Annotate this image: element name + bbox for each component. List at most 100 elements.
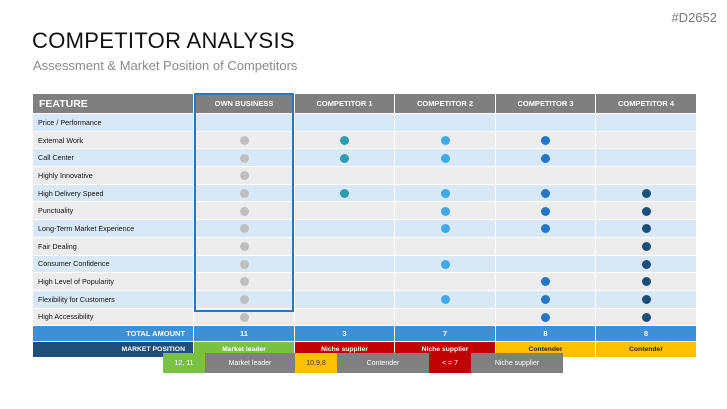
rating-cell xyxy=(294,113,395,132)
feature-label: High Level of Popularity xyxy=(32,272,194,291)
feature-label: Call Center xyxy=(32,148,194,168)
rating-dot-icon xyxy=(641,188,651,198)
rating-cell xyxy=(193,148,295,168)
market-position-label: MARKET POSITION xyxy=(32,341,194,359)
page-title: COMPETITOR ANALYSIS xyxy=(32,28,295,53)
rating-cell xyxy=(495,272,596,291)
rating-cell xyxy=(495,166,596,185)
rating-dot-icon xyxy=(239,153,249,163)
rating-cell xyxy=(294,166,395,185)
rating-cell xyxy=(495,219,596,238)
total-competitor-4: 8 xyxy=(595,325,697,343)
slide-id: #D2652 xyxy=(671,10,717,25)
rating-cell xyxy=(495,254,596,274)
header-competitor-1: COMPETITOR 1 xyxy=(294,93,395,114)
header-own-business: OWN BUSINESS xyxy=(193,93,295,114)
rating-cell xyxy=(394,289,496,309)
rating-dot-icon xyxy=(641,241,651,251)
rating-cell xyxy=(495,148,596,168)
total-competitor-3: 8 xyxy=(495,325,596,343)
rating-cell xyxy=(595,289,697,309)
rating-cell xyxy=(294,289,395,309)
rating-cell xyxy=(193,289,295,309)
feature-label: Flexibility for Customers xyxy=(32,289,194,309)
rating-cell xyxy=(294,307,395,327)
rating-dot-icon xyxy=(641,224,651,234)
rating-cell xyxy=(595,201,697,221)
page-subtitle: Assessment & Market Position of Competit… xyxy=(33,58,298,73)
rating-cell xyxy=(595,307,697,327)
rating-cell xyxy=(193,201,295,221)
legend: 12, 11 Market leader 10,9,8 Contender < … xyxy=(163,353,563,373)
header-competitor-3: COMPETITOR 3 xyxy=(495,93,596,114)
rating-cell xyxy=(193,219,295,238)
rating-dot-icon xyxy=(239,295,249,305)
feature-label: Highly Innovative xyxy=(32,166,194,185)
total-row: TOTAL AMOUNT 11 3 7 8 8 xyxy=(32,325,697,343)
rating-dot-icon xyxy=(541,188,550,198)
rating-dot-icon xyxy=(440,206,450,216)
rating-dot-icon xyxy=(541,312,550,322)
rating-cell xyxy=(495,307,596,327)
rating-cell xyxy=(193,236,295,256)
rating-dot-icon xyxy=(239,277,249,287)
feature-label: Long-Term Market Experience xyxy=(32,219,194,238)
rating-cell xyxy=(394,130,496,150)
rating-dot-icon xyxy=(239,188,249,198)
rating-dot-icon xyxy=(641,259,651,269)
rating-dot-icon xyxy=(440,153,450,163)
rating-dot-icon xyxy=(239,259,249,269)
rating-dot-icon xyxy=(541,153,550,163)
rating-dot-icon xyxy=(541,206,550,216)
feature-label: Fair Dealing xyxy=(32,236,194,256)
table-row: High Level of Popularity xyxy=(32,272,697,291)
rating-cell xyxy=(394,201,496,221)
table-row: Flexibility for Customers xyxy=(32,289,697,309)
rating-cell xyxy=(394,113,496,132)
header-competitor-4: COMPETITOR 4 xyxy=(595,93,697,114)
rating-cell xyxy=(394,254,496,274)
header-feature: FEATURE xyxy=(32,93,194,114)
rating-dot-icon xyxy=(440,135,450,145)
rating-cell xyxy=(595,166,697,185)
table-row: High Accessibility xyxy=(32,307,697,327)
rating-cell xyxy=(495,289,596,309)
rating-cell xyxy=(294,201,395,221)
feature-label: High Delivery Speed xyxy=(32,183,194,203)
rating-cell xyxy=(294,236,395,256)
feature-label: High Accessibility xyxy=(32,307,194,327)
rating-cell xyxy=(193,130,295,150)
rating-dot-icon xyxy=(239,206,249,216)
rating-cell xyxy=(294,219,395,238)
rating-dot-icon xyxy=(239,312,249,322)
table-row: High Delivery Speed xyxy=(32,183,697,203)
total-own-business: 11 xyxy=(193,325,295,343)
rating-cell xyxy=(595,272,697,291)
rating-dot-icon xyxy=(440,188,450,198)
position-competitor-4: Contender xyxy=(595,341,697,359)
rating-dot-icon xyxy=(239,135,249,145)
feature-label: Price / Performance xyxy=(32,113,194,132)
rating-cell xyxy=(294,272,395,291)
rating-cell xyxy=(394,236,496,256)
rating-cell xyxy=(595,236,697,256)
total-label: TOTAL AMOUNT xyxy=(32,325,194,343)
rating-cell xyxy=(193,272,295,291)
table-row: Highly Innovative xyxy=(32,166,697,185)
total-competitor-2: 7 xyxy=(394,325,496,343)
table-row: Consumer Confidence xyxy=(32,254,697,274)
table-row: Call Center xyxy=(32,148,697,168)
rating-cell xyxy=(394,307,496,327)
rating-cell xyxy=(495,236,596,256)
rating-cell xyxy=(495,130,596,150)
rating-dot-icon xyxy=(440,295,450,305)
table-row: Price / Performance xyxy=(32,113,697,132)
rating-cell xyxy=(294,130,395,150)
rating-cell xyxy=(193,307,295,327)
rating-cell xyxy=(294,254,395,274)
table-row: Long-Term Market Experience xyxy=(32,219,697,238)
legend-contender-range: 10,9,8 xyxy=(295,353,337,373)
table-row: Fair Dealing xyxy=(32,236,697,256)
rating-cell xyxy=(193,166,295,185)
rating-cell xyxy=(294,148,395,168)
